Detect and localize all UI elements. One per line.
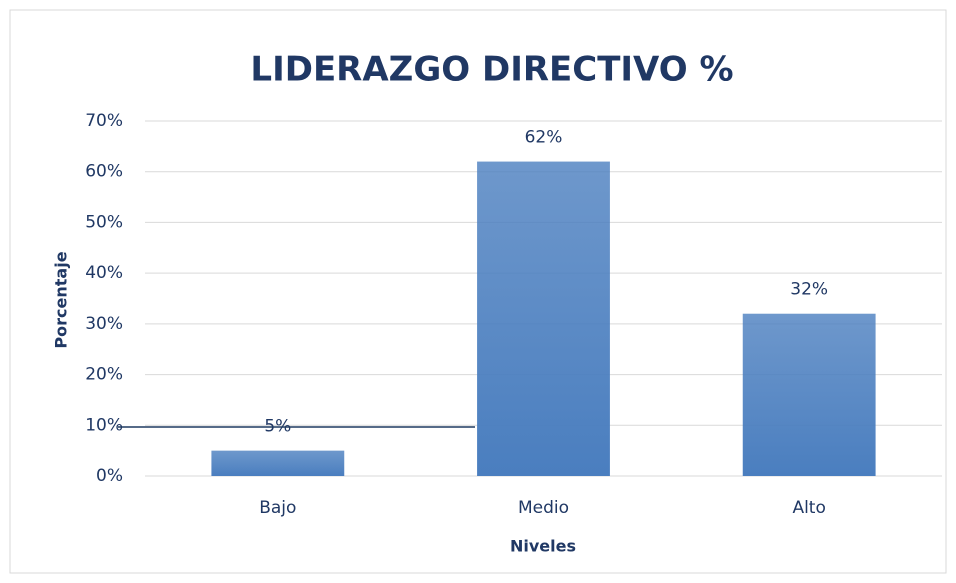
y-tick-label: 0% <box>96 466 123 486</box>
y-tick-label: 40% <box>85 263 123 283</box>
y-tick-label: 20% <box>85 365 123 385</box>
plot-area: 0%10%20%30%40%50%60%70%Bajo5%Medio62%Alt… <box>85 111 942 518</box>
chart-title: LIDERAZGO DIRECTIVO % <box>250 50 733 90</box>
y-axis-title: Porcentaje <box>52 251 71 348</box>
x-tick-label: Bajo <box>259 498 296 518</box>
x-axis-title: Niveles <box>510 537 576 556</box>
y-tick-label: 60% <box>85 162 123 182</box>
bar <box>742 313 876 476</box>
data-label: 32% <box>790 280 828 300</box>
bar <box>211 450 345 476</box>
x-tick-label: Medio <box>518 498 569 518</box>
bar <box>477 161 610 477</box>
data-label: 62% <box>525 128 563 148</box>
y-tick-label: 50% <box>85 212 123 232</box>
y-tick-label: 30% <box>85 314 123 334</box>
y-tick-label: 70% <box>85 111 123 131</box>
y-tick-label: 10% <box>85 415 123 435</box>
x-tick-label: Alto <box>792 498 825 518</box>
